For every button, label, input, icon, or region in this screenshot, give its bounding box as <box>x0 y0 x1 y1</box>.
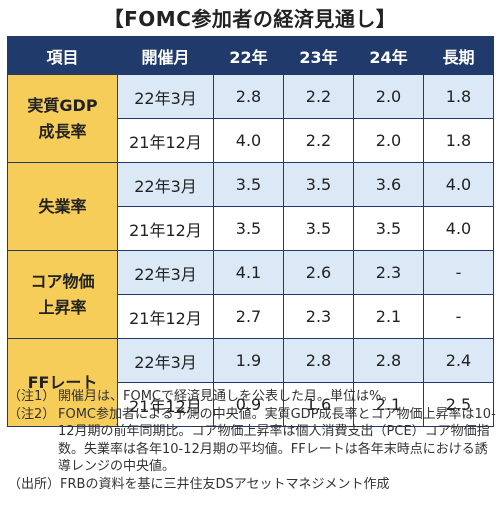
footnote-text: 開催月は、FOMCで経済見通しを公表した月。単位は%。 <box>58 389 395 404</box>
meeting-month-cell: 21年12月 <box>117 382 214 427</box>
value-2023-cell: 2.6 <box>283 250 354 295</box>
header-2022: 22年 <box>213 36 284 75</box>
row-label-line: 上昇率 <box>38 297 87 317</box>
footnote-tag: （注1） <box>8 389 56 404</box>
row-label-unemployment: 失業率 <box>7 162 118 251</box>
value-2022-cell: 2.7 <box>213 294 284 339</box>
page-title: 【FOMC参加者の経済見通し】 <box>103 7 397 31</box>
meeting-month-cell: 22年3月 <box>117 162 214 207</box>
row-label-line: コア物価 <box>30 271 95 291</box>
value-2024-cell: 2.0 <box>353 118 424 163</box>
footnotes: （注1） 開催月は、FOMCで経済見通しを公表した月。単位は%。 （注2） FO… <box>8 388 496 493</box>
footnote-1: （注1） 開催月は、FOMCで経済見通しを公表した月。単位は%。 <box>8 388 496 406</box>
value-2023-cell: 2.3 <box>283 294 354 339</box>
row-label-core-inflation: コア物価 上昇率 <box>7 250 118 339</box>
row-label-ff-rate: FFレート <box>7 338 118 427</box>
value-2022-cell: 0.9 <box>213 382 284 427</box>
source-note: （出所） FRBの資料を基に三井住友DSアセットマネジメント作成 <box>8 476 496 494</box>
value-2023-cell: 1.6 <box>283 382 354 427</box>
footnote-tag: （注2） <box>8 406 56 422</box>
value-2024-cell: 2.1 <box>353 294 424 339</box>
value-2024-cell: 2.1 <box>353 382 424 427</box>
footnote-tag: （出所） <box>8 476 61 492</box>
value-long-run-cell: 4.0 <box>423 206 494 251</box>
value-2023-cell: 2.2 <box>283 74 354 119</box>
table-row: 21年12月 0.9 1.6 2.1 2.5 <box>8 382 494 427</box>
value-2024-cell: 2.3 <box>353 250 424 295</box>
value-2022-cell: 1.9 <box>213 338 284 383</box>
header-2023: 23年 <box>283 36 354 75</box>
value-long-run-cell: 1.8 <box>423 118 494 163</box>
header-meeting-month: 開催月 <box>117 36 214 75</box>
table-row: 21年12月 2.7 2.3 2.1 - <box>8 294 494 339</box>
header-long-run: 長期 <box>423 36 494 75</box>
meeting-month-cell: 21年12月 <box>117 294 214 339</box>
row-label-line: 実質GDP <box>27 95 98 115</box>
value-long-run-cell: 2.4 <box>423 338 494 383</box>
value-2022-cell: 4.0 <box>213 118 284 163</box>
meeting-month-cell: 22年3月 <box>117 250 214 295</box>
value-2022-cell: 2.8 <box>213 74 284 119</box>
value-long-run-cell: 1.8 <box>423 74 494 119</box>
value-2022-cell: 4.1 <box>213 250 284 295</box>
table-header-row: 項目 開催月 22年 23年 24年 長期 <box>7 36 494 75</box>
table-row: 21年12月 4.0 2.2 2.0 1.8 <box>8 118 494 163</box>
header-item: 項目 <box>7 36 118 75</box>
value-2024-cell: 2.0 <box>353 74 424 119</box>
value-2023-cell: 3.5 <box>283 162 354 207</box>
value-long-run-cell: 2.5 <box>423 382 494 427</box>
value-2024-cell: 2.8 <box>353 338 424 383</box>
value-2024-cell: 3.5 <box>353 206 424 251</box>
forecast-table: 項目 開催月 22年 23年 24年 長期 実質GDP 成長率 22年3月 2.… <box>7 36 494 427</box>
value-2023-cell: 3.5 <box>283 206 354 251</box>
value-2023-cell: 2.2 <box>283 118 354 163</box>
meeting-month-cell: 21年12月 <box>117 118 214 163</box>
table-row: 21年12月 3.5 3.5 3.5 4.0 <box>8 206 494 251</box>
value-long-run-cell: 4.0 <box>423 162 494 207</box>
meeting-month-cell: 22年3月 <box>117 74 214 119</box>
meeting-month-cell: 21年12月 <box>117 206 214 251</box>
value-long-run-cell: - <box>423 294 494 339</box>
footnote-2: （注2） FOMC参加者による予測の中央値。実質GDP成長率とコア物価上昇率は1… <box>8 406 496 476</box>
meeting-month-cell: 22年3月 <box>117 338 214 383</box>
table-row: コア物価 上昇率 22年3月 4.1 2.6 2.3 - <box>7 250 494 339</box>
row-label-gdp: 実質GDP 成長率 <box>7 74 118 163</box>
header-2024: 24年 <box>353 36 424 75</box>
footnote-text: FRBの資料を基に三井住友DSアセットマネジメント作成 <box>60 476 390 492</box>
value-2024-cell: 3.6 <box>353 162 424 207</box>
value-2023-cell: 2.8 <box>283 338 354 383</box>
footnote-text: FOMC参加者による予測の中央値。実質GDP成長率とコア物価上昇率は10-12月… <box>58 406 496 475</box>
row-label-line: 成長率 <box>38 121 87 141</box>
value-2022-cell: 3.5 <box>213 206 284 251</box>
value-long-run-cell: - <box>423 250 494 295</box>
table-row: FFレート 22年3月 1.9 2.8 2.8 2.4 <box>7 338 494 427</box>
table-row: 失業率 22年3月 3.5 3.5 3.6 4.0 <box>7 162 494 251</box>
table-row: 実質GDP 成長率 22年3月 2.8 2.2 2.0 1.8 <box>7 74 494 163</box>
value-2022-cell: 3.5 <box>213 162 284 207</box>
